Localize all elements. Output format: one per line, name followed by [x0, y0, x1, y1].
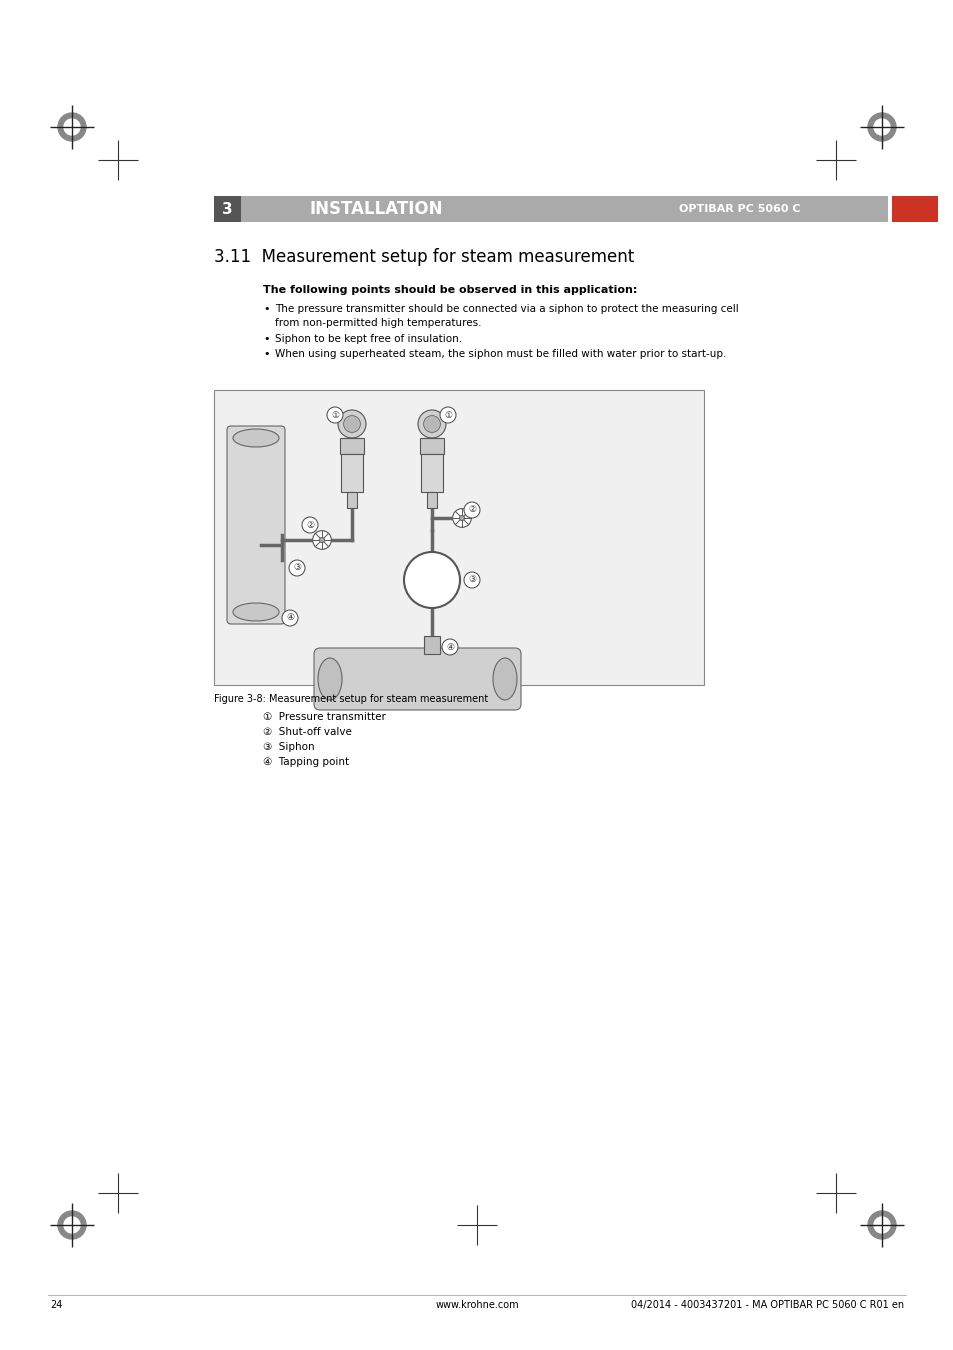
Text: •: •	[263, 304, 269, 315]
Circle shape	[423, 416, 440, 432]
Text: ①  Pressure transmitter: ① Pressure transmitter	[263, 711, 385, 722]
Text: 24: 24	[50, 1300, 62, 1310]
Circle shape	[282, 610, 297, 626]
FancyBboxPatch shape	[314, 648, 520, 710]
Bar	[213, 196, 241, 221]
Ellipse shape	[493, 657, 517, 701]
Bar	[213, 390, 703, 684]
Bar	[420, 454, 442, 491]
Text: Figure 3-8: Measurement setup for steam measurement: Figure 3-8: Measurement setup for steam …	[213, 694, 488, 703]
Text: ④: ④	[286, 613, 294, 622]
Text: ②: ②	[306, 521, 314, 529]
Circle shape	[463, 572, 479, 589]
Bar	[419, 437, 443, 454]
Circle shape	[867, 1211, 895, 1239]
Text: •: •	[263, 350, 269, 359]
Bar	[340, 454, 363, 491]
Ellipse shape	[317, 657, 341, 701]
Circle shape	[873, 119, 889, 135]
Text: 04/2014 - 4003437201 - MA OPTIBAR PC 5060 C R01 en: 04/2014 - 4003437201 - MA OPTIBAR PC 506…	[630, 1300, 903, 1310]
Bar	[339, 437, 364, 454]
Text: ①: ①	[443, 410, 452, 420]
FancyBboxPatch shape	[227, 427, 285, 624]
Text: 3: 3	[221, 201, 233, 216]
Text: ②: ②	[468, 505, 476, 514]
Text: ④  Tapping point: ④ Tapping point	[263, 757, 349, 767]
Bar	[427, 491, 436, 508]
Text: OPTIBAR PC 5060 C: OPTIBAR PC 5060 C	[679, 204, 800, 215]
Text: from non-permitted high temperatures.: from non-permitted high temperatures.	[274, 319, 481, 328]
Circle shape	[302, 517, 317, 533]
Circle shape	[867, 113, 895, 140]
Text: ②  Shut-off valve: ② Shut-off valve	[263, 728, 352, 737]
Circle shape	[313, 531, 331, 549]
Text: When using superheated steam, the siphon must be filled with water prior to star: When using superheated steam, the siphon…	[274, 350, 725, 359]
Circle shape	[441, 639, 457, 655]
Circle shape	[64, 119, 80, 135]
Bar	[891, 196, 937, 221]
Circle shape	[452, 509, 471, 528]
Text: ③  Siphon: ③ Siphon	[263, 743, 314, 752]
Circle shape	[463, 502, 479, 518]
Text: ③: ③	[468, 575, 476, 585]
Text: 3.11  Measurement setup for steam measurement: 3.11 Measurement setup for steam measure…	[213, 248, 634, 266]
Circle shape	[319, 537, 324, 543]
Text: ③: ③	[293, 563, 301, 572]
Circle shape	[403, 552, 459, 608]
Text: INSTALLATION: INSTALLATION	[310, 200, 443, 217]
Text: The following points should be observed in this application:: The following points should be observed …	[263, 285, 637, 296]
Circle shape	[343, 416, 360, 432]
Circle shape	[873, 1216, 889, 1233]
Bar	[347, 491, 356, 508]
Circle shape	[439, 406, 456, 423]
Circle shape	[459, 516, 464, 521]
Circle shape	[417, 410, 446, 437]
Bar	[318, 533, 325, 547]
Text: ④: ④	[445, 643, 454, 652]
Text: The pressure transmitter should be connected via a siphon to protect the measuri: The pressure transmitter should be conne…	[274, 304, 738, 315]
Bar	[423, 636, 439, 653]
Circle shape	[337, 410, 366, 437]
Text: ①: ①	[331, 410, 338, 420]
Ellipse shape	[233, 603, 278, 621]
Text: www.krohne.com: www.krohne.com	[435, 1300, 518, 1310]
Bar	[458, 512, 464, 525]
Text: •: •	[263, 333, 269, 344]
Circle shape	[289, 560, 305, 576]
Circle shape	[327, 406, 343, 423]
Ellipse shape	[233, 429, 278, 447]
Circle shape	[64, 1216, 80, 1233]
Text: Siphon to be kept free of insulation.: Siphon to be kept free of insulation.	[274, 333, 461, 344]
Circle shape	[58, 113, 86, 140]
Circle shape	[58, 1211, 86, 1239]
Bar	[213, 196, 887, 221]
